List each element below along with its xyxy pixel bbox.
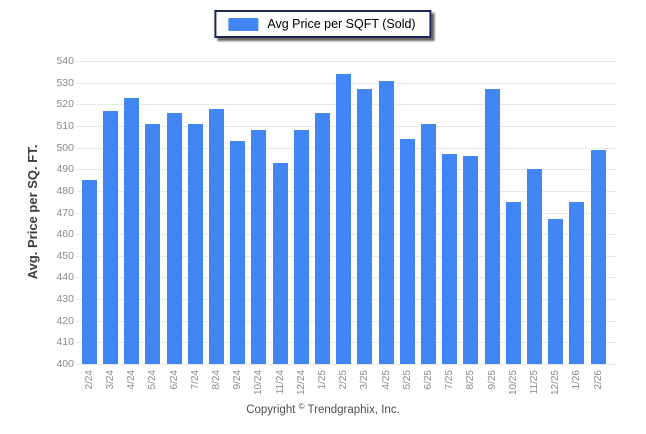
bar-2/26 xyxy=(590,149,606,364)
x-tick-label-12/24: 12/24 xyxy=(295,370,307,396)
legend-label: Avg Price per SQFT (Sold) xyxy=(267,17,416,31)
bar-2/25 xyxy=(336,74,352,364)
y-tick-label-480: 480 xyxy=(56,184,74,197)
x-tick-label-4/25: 4/25 xyxy=(380,370,392,390)
y-tick-label-520: 520 xyxy=(56,98,74,111)
bar-6/24 xyxy=(166,112,182,364)
bar-10/24 xyxy=(251,130,267,364)
y-tick-label-470: 470 xyxy=(56,206,74,219)
bar-12/25 xyxy=(548,219,564,364)
bar-3/24 xyxy=(103,110,118,364)
bar-8/24 xyxy=(209,108,224,364)
copyright-text-suffix: Trendgraphix, Inc. xyxy=(304,404,400,416)
x-tick-label-2/24: 2/24 xyxy=(83,370,95,390)
x-tick-label-7/24: 7/24 xyxy=(189,370,201,390)
chart-legend: Avg Price per SQFT (Sold) xyxy=(214,10,432,38)
y-tick-label-500: 500 xyxy=(56,141,74,154)
y-tick-label-410: 410 xyxy=(56,336,74,349)
chart-plot-area: 540 530 520 510 500 490 480 470 460 450 440 430 420 4… xyxy=(56,55,616,395)
bar-7/25 xyxy=(442,154,458,364)
gridline-400 xyxy=(76,364,616,365)
bar-2/24 xyxy=(81,180,97,364)
bar-9/24 xyxy=(230,141,246,364)
bar-7/24 xyxy=(187,123,203,364)
x-tick-label-6/25: 6/25 xyxy=(423,370,434,390)
x-tick-label-12/25: 12/25 xyxy=(550,370,562,396)
gridline-540 xyxy=(76,61,616,62)
y-tick-label-490: 490 xyxy=(56,163,74,176)
y-tick-label-460: 460 xyxy=(56,228,74,241)
legend-swatch-icon xyxy=(228,17,259,31)
x-tick-label-7/25: 7/25 xyxy=(444,370,456,390)
bar-3/25 xyxy=(357,89,373,364)
bar-5/25 xyxy=(399,138,415,364)
x-tick-label-5/24: 5/24 xyxy=(147,370,159,390)
x-tick-label-1/25: 1/25 xyxy=(317,370,328,390)
y-tick-label-530: 530 xyxy=(56,76,74,89)
x-tick-label-9/25: 9/25 xyxy=(486,370,498,390)
x-tick-label-2/25: 2/25 xyxy=(338,370,350,390)
x-tick-label-9/24: 9/24 xyxy=(232,370,244,390)
bar-4/24 xyxy=(124,97,140,364)
copyright-symbol: © xyxy=(298,402,305,411)
x-tick-label-11/25: 11/25 xyxy=(529,370,540,395)
x-tick-label-8/24: 8/24 xyxy=(211,370,222,390)
x-tick-label-11/24: 11/24 xyxy=(274,370,286,395)
y-tick-label-440: 440 xyxy=(56,271,74,284)
x-tick-label-2/26: 2/26 xyxy=(592,370,604,390)
bar-5/24 xyxy=(145,123,161,364)
copyright-text-prefix: Copyright xyxy=(246,404,299,416)
x-tick-label-8/25: 8/25 xyxy=(465,370,477,390)
y-tick-label-450: 450 xyxy=(56,249,74,262)
y-tick-label-420: 420 xyxy=(56,314,74,327)
x-tick-label-4/24: 4/24 xyxy=(126,370,138,390)
x-tick-label-10/25: 10/25 xyxy=(507,370,519,396)
bar-9/25 xyxy=(484,89,500,364)
y-tick-label-510: 510 xyxy=(56,119,74,132)
footer-copyright: Copyright © Trendgraphix, Inc. xyxy=(0,402,646,416)
x-tick-label-3/25: 3/25 xyxy=(359,370,371,390)
x-tick-label-3/24: 3/24 xyxy=(105,370,116,390)
y-tick-label-430: 430 xyxy=(56,293,74,306)
x-tick-label-5/25: 5/25 xyxy=(401,370,413,390)
x-tick-label-10/24: 10/24 xyxy=(253,370,265,396)
bar-6/25 xyxy=(421,123,436,364)
bar-1/26 xyxy=(569,201,585,364)
bar-11/25 xyxy=(527,169,542,364)
bar-4/25 xyxy=(378,80,394,364)
x-tick-label-1/26: 1/26 xyxy=(571,370,583,390)
y-tick-label-400: 400 xyxy=(56,358,74,370)
x-tick-label-6/24: 6/24 xyxy=(168,370,180,390)
bar-11/24 xyxy=(272,162,288,364)
y-tick-label-540: 540 xyxy=(56,55,74,67)
bar-8/25 xyxy=(463,156,479,364)
bar-10/25 xyxy=(505,201,521,364)
bar-1/25 xyxy=(315,112,330,364)
bar-12/24 xyxy=(293,130,309,364)
